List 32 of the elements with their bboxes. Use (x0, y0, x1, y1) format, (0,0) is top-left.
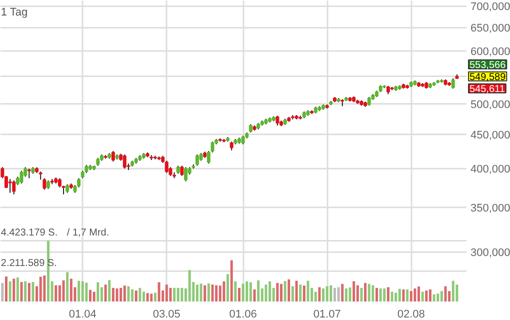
candlestick (111, 150, 115, 162)
x-tick-label: 02.08 (397, 308, 425, 320)
y-tick-label: 500,000 (470, 98, 510, 111)
candlestick (451, 78, 455, 90)
text: 1 Tag (0, 6, 28, 18)
text: 545,611 (470, 84, 506, 95)
candlestick (195, 154, 199, 166)
y-tick-label: 700,000 (470, 1, 510, 14)
candlestick (164, 160, 168, 174)
candlestick (180, 165, 184, 176)
candlestick (8, 178, 12, 194)
y-tick-label: 650,000 (470, 22, 510, 35)
candlestick (122, 154, 126, 170)
x-tick-label: 01.06 (229, 308, 257, 320)
candlestick (27, 168, 31, 179)
text: 553,566 (470, 60, 506, 71)
candlestick (276, 115, 280, 126)
candlestick (58, 178, 62, 188)
y-tick-label: 450,000 (470, 129, 510, 142)
y-tick-label: 300,000 (470, 247, 510, 260)
x-tick-label: 01.07 (313, 308, 341, 320)
candlestick (184, 166, 188, 182)
candlestick (12, 180, 16, 195)
x-tick-label: 03.05 (152, 308, 180, 320)
x-tick-label: 01.04 (68, 308, 96, 320)
y-tick-label: 400,000 (470, 164, 510, 176)
y-tick-label: 600,000 (470, 46, 510, 58)
text: 549,589 (470, 72, 506, 83)
y2-tick-label: 4.423.179 S. (0, 228, 58, 239)
y-tick-label: 350,000 (470, 202, 510, 214)
annotation: / 1,7 Mrd. (66, 228, 110, 239)
candlestick (42, 178, 46, 190)
